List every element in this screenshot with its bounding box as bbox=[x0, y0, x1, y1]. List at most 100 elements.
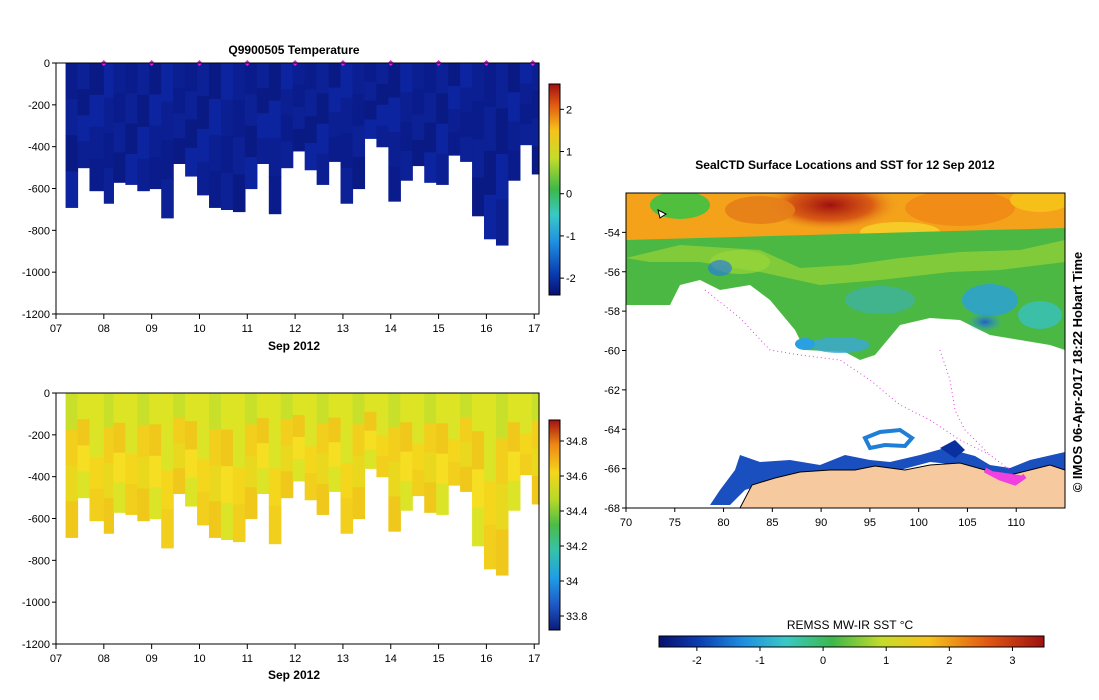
temperature-cell bbox=[304, 116, 318, 144]
salinity-cell bbox=[77, 393, 91, 420]
temperature-cell bbox=[352, 157, 366, 190]
temperature-cell bbox=[352, 94, 366, 127]
temperature-cell bbox=[472, 139, 485, 179]
salinity-cell bbox=[197, 458, 210, 493]
temperature-cell bbox=[125, 153, 138, 185]
salinity-cell bbox=[328, 417, 342, 443]
temperature-cell bbox=[495, 153, 509, 201]
temperature-cell bbox=[280, 115, 294, 143]
temperature-cell bbox=[185, 91, 198, 121]
temperature-cell bbox=[472, 177, 485, 217]
salinity-cell bbox=[89, 393, 105, 426]
map-x-tick-label: 105 bbox=[958, 517, 976, 529]
salinity-cell bbox=[185, 477, 198, 507]
temperature-cell bbox=[507, 63, 521, 93]
salinity-cell bbox=[340, 498, 354, 534]
salinity-cell bbox=[436, 393, 449, 424]
salinity-cell bbox=[436, 423, 449, 455]
temperature-cell bbox=[340, 98, 354, 134]
temperature-cell bbox=[185, 63, 198, 92]
map-y-tick-label: -64 bbox=[604, 424, 620, 436]
temperature-cell bbox=[280, 141, 294, 169]
salinity-cell bbox=[173, 443, 186, 469]
temperature-cell bbox=[400, 92, 413, 123]
map-y-tick-label: -58 bbox=[604, 306, 620, 318]
temperature-cell bbox=[531, 118, 540, 147]
salinity-colorbar-tick-label: 34 bbox=[566, 576, 578, 588]
salinity-cell bbox=[220, 502, 234, 541]
temperature-cell bbox=[209, 171, 222, 208]
salinity-cell bbox=[65, 501, 79, 538]
map-title: SealCTD Surface Locations and SST for 12… bbox=[695, 158, 995, 172]
temperature-cell bbox=[173, 138, 186, 164]
salinity-cell bbox=[137, 456, 150, 490]
temperature-cell bbox=[316, 123, 330, 155]
salinity-cell bbox=[185, 393, 198, 422]
temperature-cell bbox=[304, 89, 318, 117]
temperature-cell bbox=[209, 99, 222, 136]
temperature-cell bbox=[400, 63, 413, 93]
salinity-y-tick-label: -200 bbox=[28, 430, 50, 442]
salinity-x-tick-label: 08 bbox=[98, 653, 110, 665]
salinity-cell bbox=[209, 429, 222, 466]
salinity-cell bbox=[436, 483, 449, 515]
salinity-cell bbox=[304, 473, 318, 501]
salinity-y-tick-label: -600 bbox=[28, 514, 50, 526]
salinity-cell bbox=[161, 431, 174, 471]
sst-colorbar bbox=[658, 635, 1045, 648]
temperature-cell bbox=[292, 128, 306, 152]
temperature-cell bbox=[436, 63, 449, 94]
salinity-cell bbox=[173, 418, 186, 444]
temperature-cell bbox=[388, 166, 401, 202]
temperature-cell bbox=[77, 63, 91, 90]
map-y-tick-label: -62 bbox=[604, 385, 620, 397]
temperature-cell bbox=[531, 146, 540, 175]
temperature-cell bbox=[65, 171, 79, 208]
salinity-cell bbox=[197, 393, 210, 427]
temperature-cell bbox=[89, 158, 105, 192]
map-x-tick-label: 80 bbox=[717, 517, 729, 529]
map-y-tick-label: -54 bbox=[604, 227, 620, 239]
salinity-cell bbox=[484, 524, 497, 570]
salinity-cell bbox=[113, 482, 126, 513]
temperature-cell bbox=[209, 63, 222, 100]
temperature-x-label: Sep 2012 bbox=[268, 339, 320, 353]
temperature-cell bbox=[113, 152, 126, 183]
salinity-x-tick-label: 16 bbox=[480, 653, 492, 665]
salinity-cell bbox=[292, 436, 306, 460]
salinity-cell bbox=[209, 465, 222, 502]
salinity-cell bbox=[244, 455, 258, 488]
salinity-cell bbox=[531, 476, 540, 505]
salinity-cell bbox=[185, 421, 198, 451]
temperature-x-tick-label: 08 bbox=[98, 323, 110, 335]
temperature-cell bbox=[232, 137, 246, 175]
temperature-cell bbox=[220, 136, 234, 174]
salinity-cell bbox=[364, 393, 378, 413]
salinity-cell bbox=[77, 445, 91, 473]
salinity-cell bbox=[507, 422, 521, 453]
map-y-tick-label: -56 bbox=[604, 267, 620, 279]
salinity-cell bbox=[232, 393, 246, 431]
temperature-cell bbox=[244, 157, 258, 190]
temperature-cell bbox=[77, 141, 91, 169]
temperature-cell bbox=[376, 83, 389, 106]
temperature-cell bbox=[268, 138, 282, 177]
temperature-cell bbox=[185, 119, 198, 149]
salinity-cell bbox=[388, 462, 401, 498]
temperature-cell bbox=[400, 150, 413, 181]
salinity-cell bbox=[352, 455, 366, 488]
temperature-cell bbox=[484, 194, 497, 240]
sst-colorbar-tick-label: 0 bbox=[820, 655, 826, 667]
salinity-cell bbox=[484, 393, 497, 438]
temperature-cell bbox=[364, 119, 378, 139]
temperature-cell bbox=[436, 93, 449, 125]
temperature-cell bbox=[173, 88, 186, 114]
salinity-cell bbox=[460, 466, 473, 492]
salinity-y-axis: 0 -200 -400 -600 -800 -1000 -1200 bbox=[22, 388, 56, 651]
sst-colorbar-tick-label: 3 bbox=[1009, 655, 1015, 667]
map-x-tick-label: 75 bbox=[669, 517, 681, 529]
temperature-cell bbox=[376, 63, 389, 85]
salinity-x-tick-label: 10 bbox=[193, 653, 205, 665]
temperature-cell bbox=[103, 63, 114, 99]
salinity-cell bbox=[137, 488, 150, 522]
